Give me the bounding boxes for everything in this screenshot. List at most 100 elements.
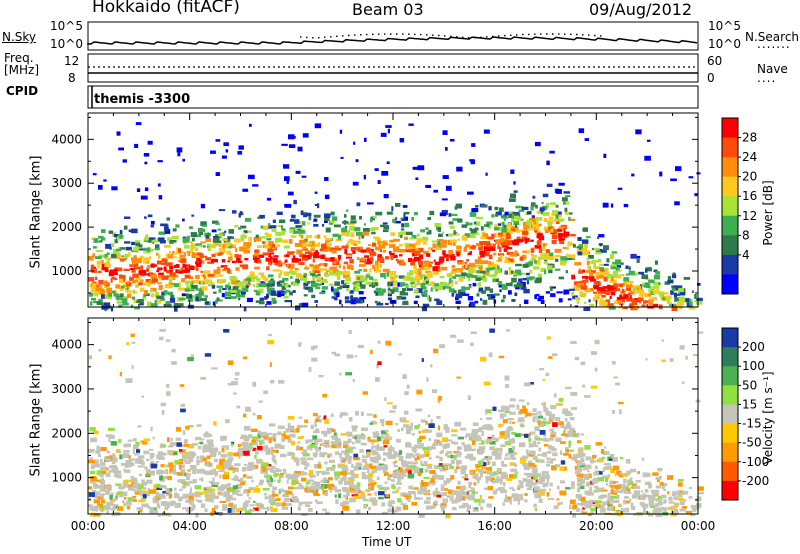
vel-cell (258, 483, 264, 486)
vel-cell (304, 466, 308, 470)
vel-cell (382, 468, 387, 474)
power-cell (430, 281, 433, 287)
vel-cell (382, 439, 390, 445)
vel-cell (419, 455, 424, 458)
vel-cell (393, 465, 398, 468)
power-cell (494, 226, 500, 231)
power-cell (425, 227, 429, 231)
vel-cell (349, 417, 353, 422)
vel-cell (259, 441, 265, 445)
vel-cell (373, 459, 379, 464)
vel-cell (388, 436, 392, 441)
vel-cell (239, 436, 245, 440)
power-cell (468, 285, 472, 289)
power-cell (131, 241, 136, 246)
vel-cell (165, 471, 169, 475)
power-cell (558, 276, 564, 280)
vel-cell (301, 477, 307, 482)
power-cell (509, 198, 516, 202)
vel-cell (292, 473, 297, 477)
vel-cell (298, 482, 302, 488)
power-cell (448, 213, 452, 217)
power-cell (356, 240, 361, 244)
vel-cell (185, 507, 193, 512)
power-cell (188, 289, 195, 292)
vel-cell (133, 444, 139, 450)
power-cell (648, 286, 653, 291)
power-colorbar-band (722, 235, 738, 256)
power-cell (200, 203, 206, 209)
vel-cell (374, 482, 377, 485)
power-cell (354, 227, 361, 232)
power-cell (281, 285, 287, 290)
vel-cell (471, 440, 476, 446)
power-cell (90, 264, 95, 268)
vel-cell (640, 490, 644, 493)
vel-cell (349, 489, 357, 494)
power-cell (390, 255, 394, 259)
power-cell (240, 285, 248, 290)
power-cell (143, 293, 146, 297)
vel-cell (503, 498, 510, 503)
power-cell (230, 296, 237, 299)
power-cell (404, 236, 409, 240)
power-cell (325, 239, 332, 242)
vel-cell (179, 479, 186, 482)
vel-cell (439, 468, 443, 471)
vel-cell (272, 432, 277, 437)
power-cell (242, 245, 248, 249)
power-cell (470, 159, 475, 165)
power-cell (150, 220, 155, 225)
vel-cell (437, 425, 440, 431)
vel-cell (190, 492, 196, 496)
power-cell (327, 269, 333, 272)
power-cell (314, 123, 322, 129)
vel-cell (569, 504, 572, 510)
power-cell (382, 230, 389, 233)
power-cell (322, 280, 328, 284)
power-cell (489, 274, 494, 278)
power-cell (413, 300, 418, 305)
vel-cell (300, 513, 308, 516)
vel-cell (262, 507, 269, 510)
vel-cell (342, 505, 350, 511)
vel-cell (239, 482, 246, 486)
vel-cell (225, 464, 232, 470)
power-cell (465, 264, 468, 269)
power-cell (446, 258, 449, 261)
power-cell (298, 233, 303, 238)
power-cell (493, 293, 500, 296)
power-cell (482, 270, 490, 276)
power-cell (279, 280, 285, 283)
power-cell (371, 231, 376, 235)
vel-cell (230, 506, 234, 510)
power-cell (421, 306, 427, 312)
power-cell (508, 213, 513, 219)
power-cell (373, 236, 380, 239)
vel-colorbar-band (722, 442, 738, 463)
vel-cell (367, 436, 371, 442)
power-cell (119, 258, 127, 261)
vel-cell (257, 430, 261, 434)
vel-cell (439, 463, 443, 466)
vel-cell (456, 446, 462, 451)
power-cell (89, 301, 93, 306)
vel-cell (174, 493, 180, 499)
vel-cell (212, 481, 220, 485)
vel-cell (196, 455, 199, 460)
power-cell (138, 282, 143, 286)
vel-cell (368, 483, 375, 487)
vel-cell (298, 342, 302, 347)
vel-cell (111, 501, 114, 506)
vel-cell (355, 474, 359, 478)
vel-cell (543, 437, 548, 440)
vel-cell (545, 372, 550, 377)
vel-cell (342, 500, 349, 505)
vel-cell (461, 490, 464, 496)
vel-cell (576, 432, 580, 437)
power-cell (372, 226, 379, 230)
vel-cell (117, 470, 122, 475)
vel-cell (404, 391, 409, 396)
power-cell (266, 287, 274, 293)
power-cell (438, 258, 445, 263)
